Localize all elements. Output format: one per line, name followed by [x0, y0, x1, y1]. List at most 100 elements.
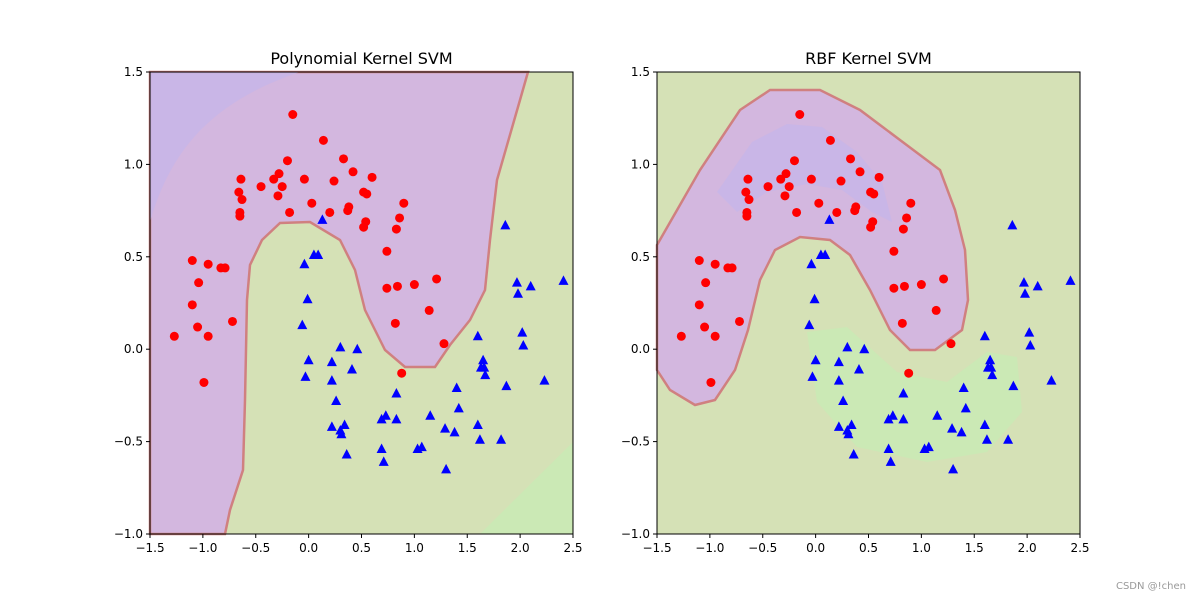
data-point-circle: [392, 281, 402, 291]
y-tick-label: 1.5: [124, 65, 143, 79]
data-point-triangle: [326, 375, 337, 385]
data-point-triangle: [958, 382, 969, 393]
data-point-circle: [776, 174, 786, 184]
data-point-triangle: [1025, 340, 1036, 350]
data-point-circle: [432, 274, 442, 284]
data-point-circle: [395, 213, 405, 223]
data-point-triangle: [297, 319, 308, 330]
data-point-circle: [741, 187, 751, 197]
data-point-circle: [307, 198, 317, 208]
data-point-circle: [855, 167, 865, 177]
data-point-circle: [710, 259, 720, 269]
chart-title: Polynomial Kernel SVM: [270, 49, 452, 68]
data-point-circle: [866, 222, 876, 232]
data-point-triangle: [472, 419, 483, 429]
data-point-triangle: [842, 341, 853, 352]
data-point-circle: [780, 191, 790, 201]
data-point-triangle: [376, 413, 387, 424]
data-point-circle: [792, 207, 802, 217]
data-point-circle: [784, 182, 794, 192]
data-point-triangle: [848, 449, 859, 459]
data-point-triangle: [376, 443, 387, 453]
y-tick-label: 1.5: [631, 65, 650, 79]
data-point-triangle: [985, 354, 996, 365]
data-point-circle: [348, 167, 358, 177]
data-point-triangle: [883, 413, 894, 424]
y-tick-label: 0.0: [124, 342, 143, 356]
data-point-triangle: [326, 421, 337, 431]
data-point-triangle: [313, 249, 324, 259]
data-point-triangle: [500, 219, 511, 230]
data-point-circle: [236, 174, 246, 184]
data-point-circle: [889, 283, 899, 293]
data-point-circle: [836, 176, 846, 186]
data-point-circle: [399, 198, 409, 208]
data-point-triangle: [820, 249, 831, 259]
y-tick-label: 1.0: [124, 157, 143, 171]
data-point-circle: [439, 339, 449, 349]
data-point-triangle: [391, 388, 402, 398]
data-point-circle: [187, 300, 197, 310]
data-point-circle: [409, 280, 419, 290]
data-point-circle: [359, 222, 369, 232]
data-point-circle: [898, 224, 908, 234]
region-class-0-inner: [717, 124, 892, 222]
data-point-circle: [220, 263, 230, 273]
data-point-triangle: [932, 410, 943, 420]
data-point-circle: [187, 255, 197, 265]
data-point-circle: [299, 174, 309, 184]
data-point-triangle: [948, 463, 959, 474]
data-point-circle: [277, 182, 287, 192]
data-point-triangle: [809, 293, 820, 304]
data-point-triangle: [300, 371, 311, 381]
region-class-0: [148, 70, 530, 536]
data-point-circle: [710, 331, 720, 341]
data-point-triangle: [416, 441, 427, 452]
data-point-circle: [237, 195, 247, 205]
data-point-triangle: [391, 413, 402, 424]
data-point-circle: [391, 224, 401, 234]
data-point-circle: [874, 172, 884, 182]
data-point-triangle: [326, 356, 337, 367]
data-point-triangle: [883, 443, 894, 453]
x-tick-label: −0.5: [748, 541, 777, 555]
data-point-circle: [203, 259, 213, 269]
data-point-triangle: [479, 362, 490, 372]
y-tick-label: −0.5: [621, 435, 650, 449]
data-point-triangle: [853, 364, 864, 374]
data-point-triangle: [987, 369, 998, 380]
data-point-circle: [382, 246, 392, 256]
data-point-circle: [234, 187, 244, 197]
data-point-circle: [946, 339, 956, 349]
data-point-triangle: [1008, 380, 1019, 391]
region-class-1-inner: [480, 442, 573, 534]
data-point-triangle: [525, 280, 536, 291]
data-point-circle: [846, 154, 856, 164]
data-point-triangle: [1003, 434, 1014, 444]
data-point-triangle: [806, 258, 817, 269]
data-point-circle: [325, 207, 335, 217]
data-point-triangle: [339, 419, 350, 429]
data-point-circle: [362, 189, 372, 199]
data-point-circle: [227, 316, 237, 326]
data-point-triangle: [449, 426, 460, 437]
data-point-circle: [329, 176, 339, 186]
data-point-circle: [288, 110, 298, 120]
data-point-triangle: [833, 375, 844, 385]
data-point-circle: [194, 278, 204, 288]
data-point-circle: [397, 368, 407, 378]
x-tick-label: 2.0: [1018, 541, 1037, 555]
data-point-circle: [700, 322, 710, 332]
x-tick-label: −1.0: [188, 541, 217, 555]
data-point-triangle: [956, 426, 967, 437]
data-point-triangle: [898, 413, 909, 424]
data-point-triangle: [1046, 375, 1057, 385]
data-point-circle: [789, 156, 799, 166]
x-tick-label: 0.5: [352, 541, 371, 555]
x-tick-label: −1.5: [642, 541, 671, 555]
data-point-circle: [727, 263, 737, 273]
data-point-triangle: [885, 456, 896, 466]
data-point-triangle: [1065, 275, 1076, 285]
data-point-triangle: [517, 327, 528, 337]
data-point-triangle: [378, 456, 389, 466]
